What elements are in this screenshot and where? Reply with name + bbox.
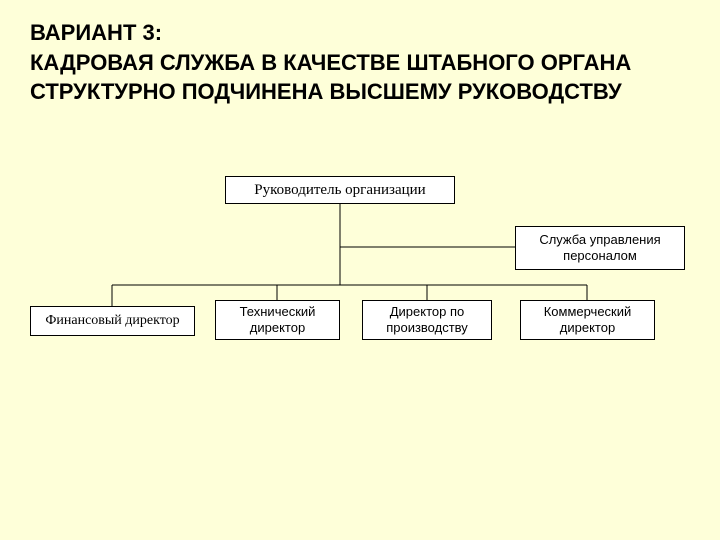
node-commerce: Коммерческий директор bbox=[520, 300, 655, 340]
node-root: Руководитель организации bbox=[225, 176, 455, 204]
node-tech-label: Технический директор bbox=[220, 304, 335, 337]
org-chart: Руководитель организации Служба управлен… bbox=[0, 0, 720, 540]
node-hr: Служба управления персоналом bbox=[515, 226, 685, 270]
node-prod-label: Директор по производству bbox=[367, 304, 487, 337]
node-commerce-label: Коммерческий директор bbox=[525, 304, 650, 337]
connectors bbox=[0, 0, 720, 540]
node-finance-label: Финансовый директор bbox=[45, 312, 179, 330]
node-hr-label: Служба управления персоналом bbox=[520, 232, 680, 265]
node-prod: Директор по производству bbox=[362, 300, 492, 340]
node-tech: Технический директор bbox=[215, 300, 340, 340]
node-finance: Финансовый директор bbox=[30, 306, 195, 336]
node-root-label: Руководитель организации bbox=[254, 181, 425, 200]
